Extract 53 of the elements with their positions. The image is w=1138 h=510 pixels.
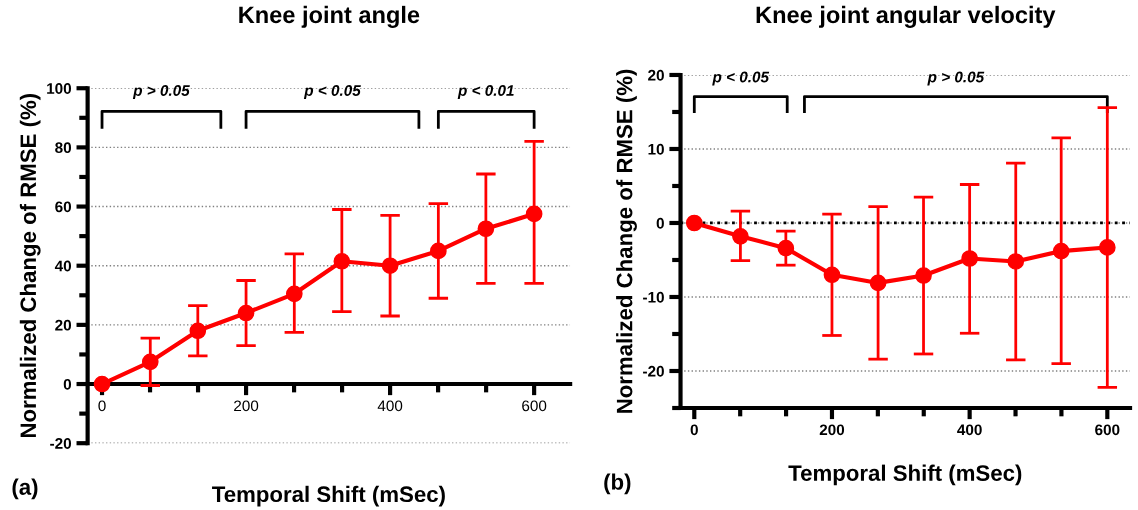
point bbox=[915, 267, 932, 284]
point bbox=[430, 242, 447, 260]
y-tick-label: 60 bbox=[55, 201, 72, 213]
point bbox=[141, 353, 159, 371]
point bbox=[237, 304, 255, 322]
y-tick-label: -20 bbox=[50, 438, 72, 449]
point bbox=[685, 214, 703, 232]
x-axis-title: Temporal Shift (mSec) bbox=[788, 464, 1022, 486]
x-axis-title: Temporal Shift (mSec) bbox=[212, 485, 445, 507]
annotation: p > 0.05 bbox=[132, 85, 190, 99]
y-tick-label: -20 bbox=[643, 365, 664, 377]
point bbox=[1052, 242, 1070, 260]
annotation: p > 0.05 bbox=[927, 71, 985, 86]
point bbox=[93, 375, 111, 393]
point bbox=[525, 205, 543, 223]
point bbox=[285, 285, 303, 303]
x-tick-label: 400 bbox=[957, 424, 982, 436]
x-tick-label: 600 bbox=[1095, 424, 1120, 436]
y-tick-label: 0 bbox=[63, 378, 72, 390]
annotation: p < 0.05 bbox=[712, 71, 770, 86]
point bbox=[732, 227, 749, 245]
point bbox=[777, 239, 795, 257]
point bbox=[477, 220, 495, 238]
chart-title: Knee joint angular velocity bbox=[756, 5, 1056, 28]
y-tick-label: 100 bbox=[47, 83, 72, 94]
annotation: p < 0.05 bbox=[303, 85, 361, 99]
text: (b) bbox=[604, 473, 631, 495]
annotation: p < 0.01 bbox=[457, 85, 514, 99]
point bbox=[381, 257, 399, 275]
point bbox=[1007, 253, 1025, 270]
y-tick-label: 10 bbox=[648, 143, 664, 155]
point bbox=[869, 274, 887, 292]
point bbox=[961, 250, 978, 267]
point bbox=[823, 266, 841, 284]
y-tick-label: 80 bbox=[55, 142, 72, 154]
point bbox=[189, 322, 207, 340]
y-axis-title: Normalized Change of RMSE (%) bbox=[616, 69, 637, 413]
x-tick-label: 200 bbox=[819, 424, 845, 436]
y-tick-label: 20 bbox=[55, 319, 72, 331]
text: (a) bbox=[12, 478, 38, 500]
x-tick-label: 600 bbox=[522, 400, 547, 412]
y-axis-title: Normalized Change of RMSE (%) bbox=[19, 93, 41, 438]
point bbox=[1098, 239, 1116, 256]
y-tick-label: 20 bbox=[648, 69, 664, 81]
x-tick-label: 400 bbox=[377, 400, 403, 412]
x-tick-label: 200 bbox=[234, 400, 259, 412]
y-tick-label: 0 bbox=[656, 217, 664, 229]
x-tick-label: 0 bbox=[98, 400, 106, 412]
y-tick-label: 40 bbox=[54, 260, 72, 272]
y-tick-label: -10 bbox=[643, 291, 664, 303]
x-tick-label: 0 bbox=[690, 424, 698, 436]
chart-title: Knee joint angle bbox=[239, 5, 420, 28]
point bbox=[333, 252, 351, 270]
